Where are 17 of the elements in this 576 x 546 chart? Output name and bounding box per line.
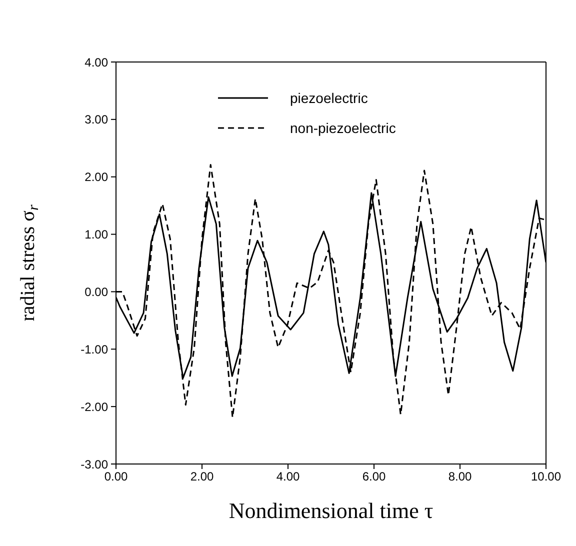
y-tick-label: 3.00 bbox=[84, 112, 108, 127]
x-tick-label: 0.00 bbox=[104, 470, 128, 484]
legend-label: piezoelectric bbox=[290, 90, 368, 106]
x-tick-label: 6.00 bbox=[362, 470, 386, 484]
y-tick-label: 2.00 bbox=[84, 170, 108, 184]
y-tick-label: 4.00 bbox=[84, 55, 108, 70]
x-axis-title: Nondimensional time τ bbox=[228, 498, 434, 523]
y-tick-label: -1.00 bbox=[80, 342, 108, 356]
y-tick-label: 0.00 bbox=[84, 284, 108, 299]
x-tick-label: 4.00 bbox=[276, 470, 300, 484]
y-tick-label: -2.00 bbox=[80, 400, 108, 414]
y-tick-label: 1.00 bbox=[84, 228, 108, 242]
x-tick-label: 2.00 bbox=[190, 470, 214, 484]
y-tick-label: -3.00 bbox=[80, 457, 108, 472]
legend-label: non-piezoelectric bbox=[290, 120, 396, 136]
x-tick-label: 8.00 bbox=[448, 470, 472, 484]
x-tick-label: 10.00 bbox=[530, 470, 562, 484]
